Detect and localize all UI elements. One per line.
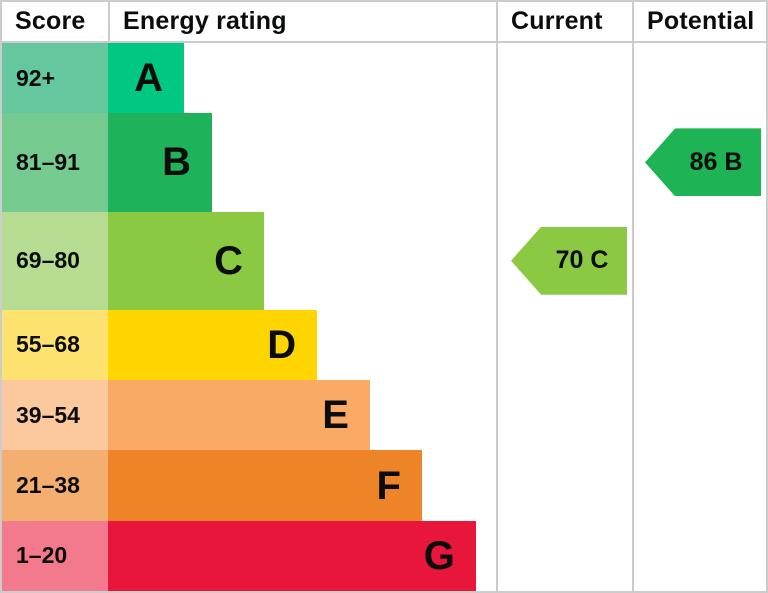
current-cell-d	[496, 309, 632, 381]
rating-row-e: 39–54 E	[2, 380, 766, 451]
current-rating-arrow: 70 C	[511, 226, 627, 295]
score-range-b: 81–91	[2, 113, 108, 212]
grade-letter-c: C	[214, 238, 243, 283]
grade-letter-e: E	[322, 393, 349, 438]
current-cell-a	[496, 43, 632, 114]
rating-bar-cell-b: B	[108, 113, 496, 212]
score-range-f: 21–38	[2, 450, 108, 521]
score-range-a: 92+	[2, 43, 108, 114]
potential-cell-e	[632, 380, 766, 451]
header-potential: Potential	[632, 2, 766, 41]
header-energy-rating: Energy rating	[108, 2, 496, 41]
potential-cell-c	[632, 211, 766, 310]
rating-bar-b: B	[108, 113, 212, 212]
potential-cell-b: 86 B	[632, 113, 766, 212]
rating-bar-g: G	[108, 520, 476, 591]
current-cell-b	[496, 113, 632, 212]
potential-cell-d	[632, 309, 766, 381]
potential-cell-f	[632, 450, 766, 521]
rating-bar-cell-g: G	[108, 520, 496, 591]
score-range-g: 1–20	[2, 520, 108, 591]
rating-bar-f: F	[108, 450, 422, 521]
rating-bar-d: D	[108, 309, 318, 381]
header-current: Current	[496, 2, 632, 41]
rating-bar-cell-d: D	[108, 309, 496, 381]
header-score: Score	[15, 7, 86, 35]
rating-bar-e: E	[108, 380, 370, 451]
grade-letter-b: B	[162, 140, 191, 185]
rating-row-g: 1–20 G	[2, 520, 766, 591]
grade-letter-f: F	[376, 463, 401, 508]
score-range-c: 69–80	[2, 211, 108, 310]
rating-bar-cell-f: F	[108, 450, 496, 521]
rating-bar-a: A	[108, 43, 185, 114]
current-cell-e	[496, 380, 632, 451]
grade-letter-d: D	[267, 322, 297, 367]
rating-bar-cell-c: C	[108, 211, 496, 310]
rating-row-d: 55–68 D	[2, 309, 766, 381]
rating-row-a: 92+ A	[2, 43, 766, 114]
current-cell-c: 70 C	[496, 211, 632, 310]
rating-row-f: 21–38 F	[2, 450, 766, 521]
rating-bar-cell-a: A	[108, 43, 496, 114]
potential-rating-arrow: 86 B	[645, 128, 761, 197]
grade-letter-g: G	[423, 533, 455, 578]
current-cell-g	[496, 520, 632, 591]
rating-bar-c: C	[108, 211, 264, 310]
header-row: Score Energy rating Current Potential	[2, 2, 766, 43]
rating-bar-cell-e: E	[108, 380, 496, 451]
potential-cell-a	[632, 43, 766, 114]
potential-cell-g	[632, 520, 766, 591]
current-cell-f	[496, 450, 632, 521]
score-range-e: 39–54	[2, 380, 108, 451]
rating-row-c: 69–80 C 70 C	[2, 211, 766, 310]
grade-letter-a: A	[134, 56, 164, 101]
score-range-d: 55–68	[2, 309, 108, 381]
rating-row-b: 81–91 B 86 B	[2, 113, 766, 212]
